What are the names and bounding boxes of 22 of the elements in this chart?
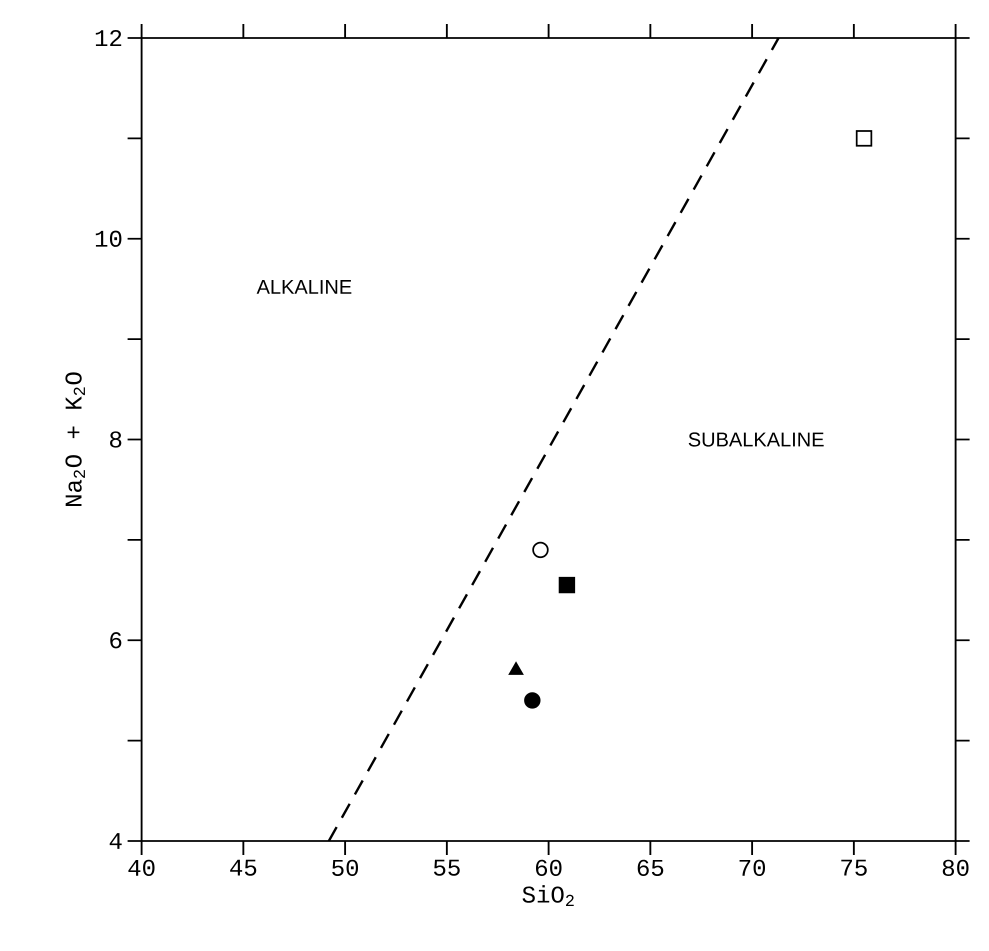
- x-axis-title: SiO$_{2}$: [522, 885, 574, 906]
- y-tick-label: 4: [110, 833, 122, 849]
- x-tick-label: 60: [536, 860, 562, 876]
- x-tick-label: 40: [128, 860, 155, 876]
- y-tick-label: 6: [110, 632, 122, 648]
- x-tick-label: 45: [230, 860, 256, 876]
- y-tick-label: 10: [96, 230, 122, 247]
- point: [856, 130, 872, 147]
- annotation: ALKALINE: [256, 280, 352, 294]
- point: [532, 542, 549, 558]
- y-tick-label: 12: [96, 30, 122, 46]
- x-tick-label: 55: [434, 860, 460, 876]
- point: [558, 576, 576, 594]
- annotation: SUBALKALINE: [688, 432, 824, 447]
- x-tick-label: 70: [740, 860, 766, 876]
- x-tick-label: 50: [332, 860, 358, 876]
- x-tick-label: 75: [841, 860, 867, 876]
- y-tick-label: 8: [110, 431, 122, 448]
- x-tick-label: 65: [638, 860, 664, 876]
- x-tick-label: 80: [942, 860, 969, 876]
- point: [524, 692, 541, 709]
- y-axis-title: Na$_{2}$O + K$_{2}$O: [65, 372, 85, 506]
